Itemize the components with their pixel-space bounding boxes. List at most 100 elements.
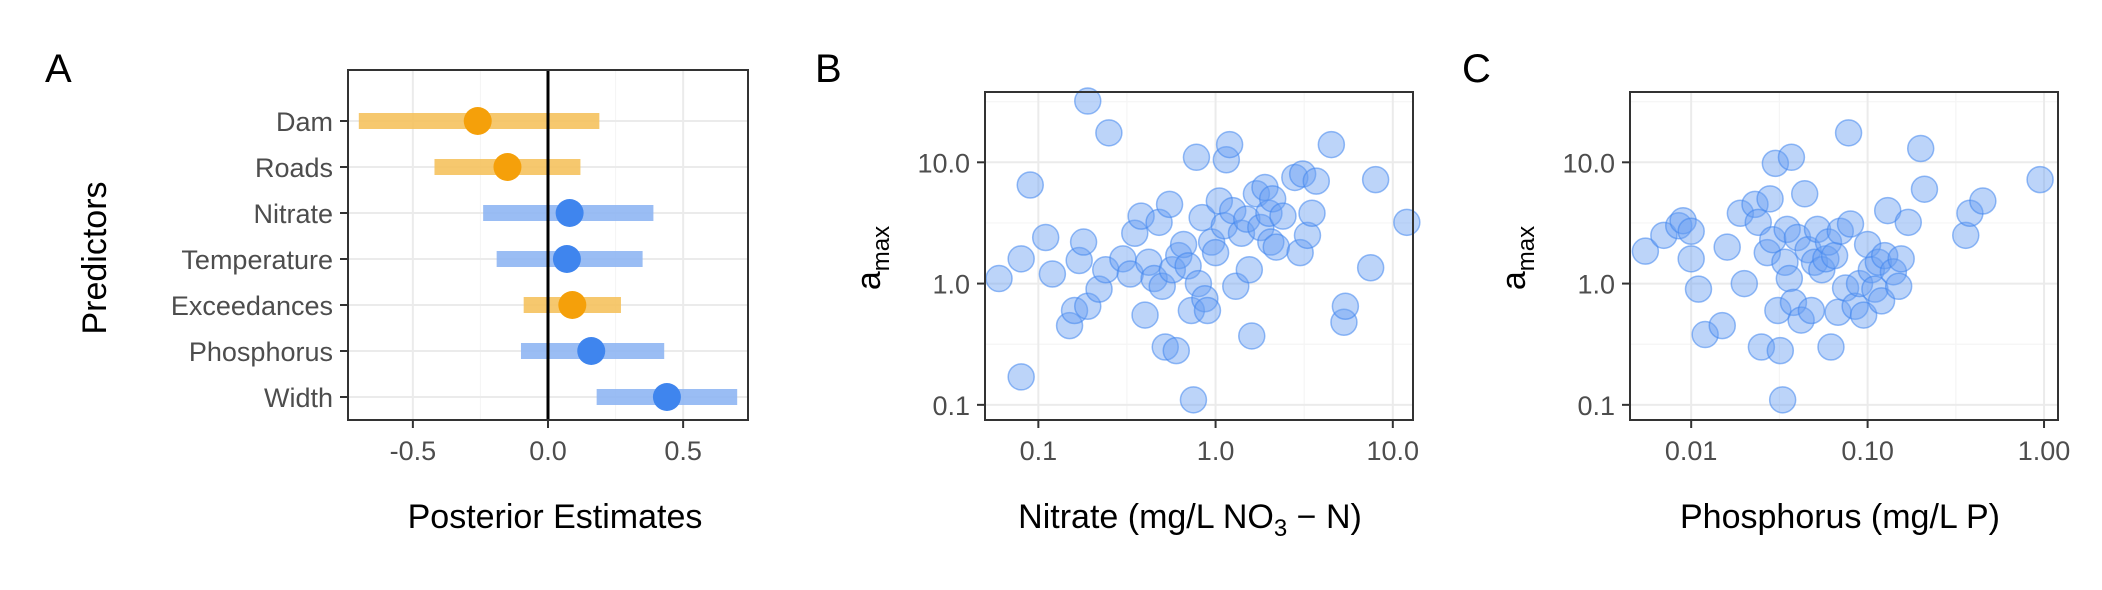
panel-b-x-axis-title: Nitrate (mg/L NO3 − N) bbox=[1018, 498, 1362, 542]
data-point bbox=[1884, 272, 1913, 301]
data-point bbox=[1764, 296, 1792, 325]
panel-a-estimates bbox=[463, 107, 681, 411]
data-point bbox=[1145, 208, 1173, 237]
data-point bbox=[1650, 221, 1678, 250]
data-point bbox=[1188, 203, 1216, 232]
x-tick-label: 0.01 bbox=[1665, 436, 1718, 466]
y-tick-label: 0.1 bbox=[1577, 391, 1615, 421]
data-point bbox=[1193, 296, 1222, 325]
data-point bbox=[1007, 245, 1035, 273]
data-point bbox=[1841, 292, 1869, 321]
panel-b-nitrate-scatter: B 0.1 1.0 10.0 0.1 1.0 10.0 Nitrate (mg/L NO… bbox=[815, 47, 1421, 542]
data-point bbox=[1741, 190, 1769, 219]
panel-b-y-axis-title-sub: max bbox=[868, 226, 895, 271]
x-tick-label: 0.10 bbox=[1841, 436, 1894, 466]
panel-c-frame bbox=[1629, 91, 2059, 421]
data-point bbox=[1779, 288, 1808, 317]
data-point bbox=[1131, 301, 1159, 329]
panel-c-y-axis-title-main: a bbox=[1495, 271, 1533, 290]
x-tick-label: 10.0 bbox=[1367, 436, 1420, 466]
panel-a-letter: A bbox=[45, 47, 72, 91]
data-point bbox=[1095, 119, 1123, 147]
estimate-roads bbox=[493, 153, 522, 181]
data-point bbox=[1302, 167, 1331, 195]
data-point bbox=[1756, 185, 1784, 213]
estimate-nitrate bbox=[555, 199, 584, 227]
data-point bbox=[1247, 213, 1275, 242]
panel-b-grid bbox=[985, 92, 1413, 420]
data-point bbox=[1794, 236, 1822, 264]
data-point bbox=[1286, 238, 1314, 267]
data-point bbox=[1257, 228, 1285, 256]
estimate-dam bbox=[463, 107, 492, 135]
data-point bbox=[1038, 260, 1067, 288]
data-point bbox=[1361, 165, 1390, 194]
data-point bbox=[1031, 223, 1060, 252]
data-point bbox=[1269, 202, 1297, 230]
data-point bbox=[1814, 228, 1843, 256]
data-point bbox=[1201, 238, 1230, 267]
x-tick-label: 0.1 bbox=[1020, 436, 1058, 466]
data-point bbox=[1797, 296, 1826, 325]
data-point bbox=[1910, 175, 1939, 203]
y-tick-label: 10.0 bbox=[917, 148, 970, 178]
data-point bbox=[1766, 336, 1795, 365]
panel-c-letter: C bbox=[1462, 47, 1491, 91]
panel-b-x-tick-labels: 0.1 1.0 10.0 bbox=[1020, 420, 1420, 466]
data-point bbox=[1258, 185, 1287, 213]
data-point bbox=[1007, 363, 1035, 391]
data-point bbox=[1331, 292, 1360, 321]
panel-c-points bbox=[1631, 119, 2054, 414]
estimate-phosphorus bbox=[577, 337, 606, 365]
data-point bbox=[1759, 225, 1787, 254]
data-point bbox=[1162, 336, 1191, 365]
panel-c-y-tick-labels: 0.1 1.0 10.0 bbox=[1562, 148, 1630, 421]
data-point bbox=[1262, 233, 1291, 261]
data-point bbox=[1222, 272, 1250, 301]
data-point bbox=[1790, 180, 1819, 208]
panel-a-x-axis-title: Posterior Estimates bbox=[408, 498, 703, 536]
data-point bbox=[1393, 208, 1421, 237]
x-tick-label: 1.0 bbox=[1197, 436, 1235, 466]
data-point bbox=[1069, 228, 1098, 256]
data-point bbox=[1238, 322, 1266, 350]
data-point bbox=[1169, 230, 1198, 259]
estimate-exceedances bbox=[558, 291, 587, 319]
estimate-width bbox=[652, 383, 681, 411]
y-tick-label: 0.1 bbox=[932, 391, 970, 421]
data-point bbox=[1191, 284, 1219, 313]
data-point bbox=[1091, 256, 1120, 284]
data-point bbox=[1817, 333, 1845, 361]
y-tick-label: 1.0 bbox=[1577, 270, 1615, 300]
panel-a-y-tick-labels: Dam Roads Nitrate Temperature Exceedances Pho… bbox=[171, 107, 348, 413]
data-point bbox=[1761, 149, 1790, 178]
data-point bbox=[1179, 386, 1208, 414]
data-point bbox=[1356, 254, 1385, 282]
y-tick-label: 10.0 bbox=[1562, 148, 1615, 178]
data-point bbox=[1952, 221, 1980, 250]
estimate-temperature bbox=[552, 245, 581, 273]
data-point bbox=[1288, 160, 1317, 188]
data-point bbox=[1777, 143, 1806, 172]
data-point bbox=[1677, 245, 1705, 273]
panel-a-coefficient-plot: A Dam Roads Nitrate Temperature Exceedances P… bbox=[45, 47, 749, 536]
data-point bbox=[1158, 256, 1187, 284]
data-point bbox=[1210, 211, 1239, 240]
y-tick-label-roads: Roads bbox=[255, 153, 333, 183]
data-point bbox=[1293, 221, 1322, 250]
data-point bbox=[1684, 275, 1713, 303]
x-tick-label: 0.0 bbox=[529, 436, 567, 466]
data-point bbox=[1730, 269, 1759, 298]
panel-b-points bbox=[985, 87, 1421, 414]
y-tick-label-nitrate: Nitrate bbox=[253, 199, 333, 229]
data-point bbox=[1148, 272, 1176, 301]
data-point bbox=[1691, 320, 1719, 349]
data-point bbox=[1016, 171, 1044, 199]
data-point bbox=[1215, 130, 1244, 159]
panel-c-x-tick-labels: 0.01 0.10 1.00 bbox=[1665, 420, 2070, 466]
panel-b-y-axis-title: amax bbox=[850, 226, 895, 290]
data-point bbox=[1845, 269, 1874, 298]
y-tick-label: 1.0 bbox=[932, 270, 970, 300]
panel-b-y-tick-labels: 0.1 1.0 10.0 bbox=[917, 148, 985, 421]
